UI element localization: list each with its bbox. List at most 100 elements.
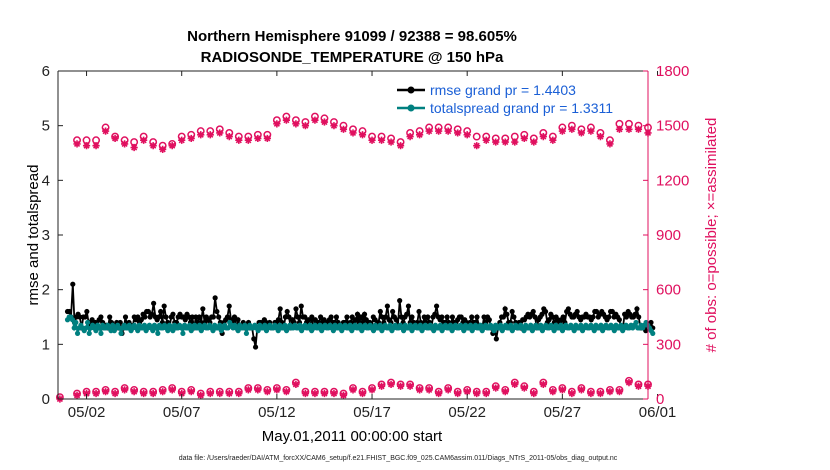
data-point — [502, 306, 508, 312]
data-point — [384, 303, 390, 309]
obs-assimilated-point — [501, 388, 509, 396]
obs-assimilated-point — [311, 116, 319, 124]
obs-assimilated-point — [606, 388, 614, 396]
data-point — [565, 306, 571, 312]
data-point — [633, 319, 639, 326]
data-point — [458, 314, 464, 320]
obs-assimilated-point — [358, 131, 367, 139]
data-point — [500, 314, 506, 320]
obs-assimilated-point — [482, 389, 490, 398]
obs-assimilated-point — [82, 142, 91, 150]
obs-assimilated-point — [206, 131, 214, 139]
data-point — [632, 311, 638, 317]
y-tick-label: 6 — [42, 63, 50, 80]
data-point — [235, 317, 241, 323]
data-point — [449, 314, 456, 320]
data-point — [66, 308, 72, 315]
data-point — [224, 314, 231, 320]
data-point — [212, 295, 218, 301]
obs-assimilated-point — [149, 389, 157, 398]
data-point — [180, 330, 186, 336]
data-point — [486, 317, 492, 323]
data-point — [82, 314, 88, 320]
data-point — [353, 317, 359, 323]
data-point — [170, 311, 176, 317]
data-point — [609, 308, 615, 315]
obs-assimilated-point — [396, 142, 405, 150]
obs-assimilated-point — [349, 386, 357, 394]
obs-assimilated-point — [101, 388, 110, 396]
obs-assimilated-point — [425, 386, 433, 394]
data-point — [293, 306, 299, 312]
x-tick-label: 05/07 — [163, 404, 201, 421]
obs-assimilated-point — [273, 120, 281, 128]
y-tick-label: 4 — [42, 172, 50, 189]
obs-assimilated-point — [530, 138, 538, 146]
obs-assimilated-point — [549, 388, 557, 396]
data-point — [474, 314, 480, 320]
chart-title: Northern Hemisphere 91099 / 92388 = 98.6… — [187, 28, 517, 45]
data-point — [243, 330, 250, 336]
obs-assimilated-point — [225, 133, 233, 141]
obs-assimilated-point — [292, 380, 300, 389]
obs-assimilated-point — [320, 389, 329, 398]
obs-assimilated-point — [568, 125, 576, 133]
obs-assimilated-point — [216, 129, 224, 137]
data-point — [142, 314, 148, 320]
data-point — [616, 317, 622, 323]
data-point — [83, 325, 89, 331]
data-point — [504, 311, 510, 317]
legend-marker-spread — [407, 104, 415, 112]
data-point — [606, 314, 612, 320]
x-tick-label: 05/27 — [544, 404, 582, 421]
data-point — [439, 314, 445, 320]
obs-assimilated-point — [206, 389, 214, 398]
data-point — [284, 308, 290, 315]
obs-assimilated-point — [368, 136, 376, 144]
obs-possible-point — [472, 132, 481, 141]
obs-assimilated-point — [435, 127, 443, 135]
obs-assimilated-point — [92, 389, 100, 398]
legend-label-rmse: rmse grand pr = 1.4403 — [430, 82, 576, 98]
data-point — [574, 308, 580, 315]
obs-assimilated-point — [377, 136, 386, 144]
obs-assimilated-point — [406, 382, 414, 390]
obs-assimilated-point — [339, 391, 348, 399]
data-point — [122, 314, 129, 320]
obs-assimilated-point — [396, 382, 405, 390]
obs-assimilated-point — [473, 142, 481, 150]
obs-assimilated-point — [216, 389, 224, 398]
data-point — [404, 311, 410, 317]
obs-assimilated-point — [596, 389, 605, 398]
obs-assimilated-point — [606, 140, 614, 148]
obs-assimilated-point — [263, 388, 271, 396]
series-5 — [56, 379, 652, 403]
data-point — [590, 314, 596, 320]
data-point — [149, 311, 155, 317]
obs-assimilated-point — [235, 389, 243, 398]
obs-assimilated-point — [197, 391, 205, 399]
y-right-tick-label: 0 — [656, 391, 664, 408]
obs-assimilated-point — [292, 120, 300, 128]
data-point — [98, 330, 104, 336]
obs-assimilated-point — [101, 127, 110, 135]
obs-assimilated-point — [492, 138, 500, 146]
obs-assimilated-point — [130, 143, 138, 152]
data-point — [532, 314, 538, 320]
data-point — [416, 308, 422, 315]
obs-assimilated-point — [187, 134, 195, 143]
obs-assimilated-point — [425, 127, 433, 135]
x-tick-label: 05/22 — [448, 404, 486, 421]
data-point — [251, 336, 257, 342]
y-tick-label: 5 — [42, 118, 50, 135]
data-point — [349, 314, 355, 320]
data-point — [138, 317, 144, 323]
data-point — [397, 298, 403, 304]
x-axis-label: May.01,2011 00:00:00 start — [262, 428, 443, 445]
obs-assimilated-point — [254, 386, 262, 394]
data-point — [305, 317, 311, 323]
obs-assimilated-point — [558, 386, 566, 394]
obs-assimilated-point — [73, 391, 81, 399]
series-line — [67, 284, 654, 348]
obs-assimilated-point — [73, 140, 81, 148]
